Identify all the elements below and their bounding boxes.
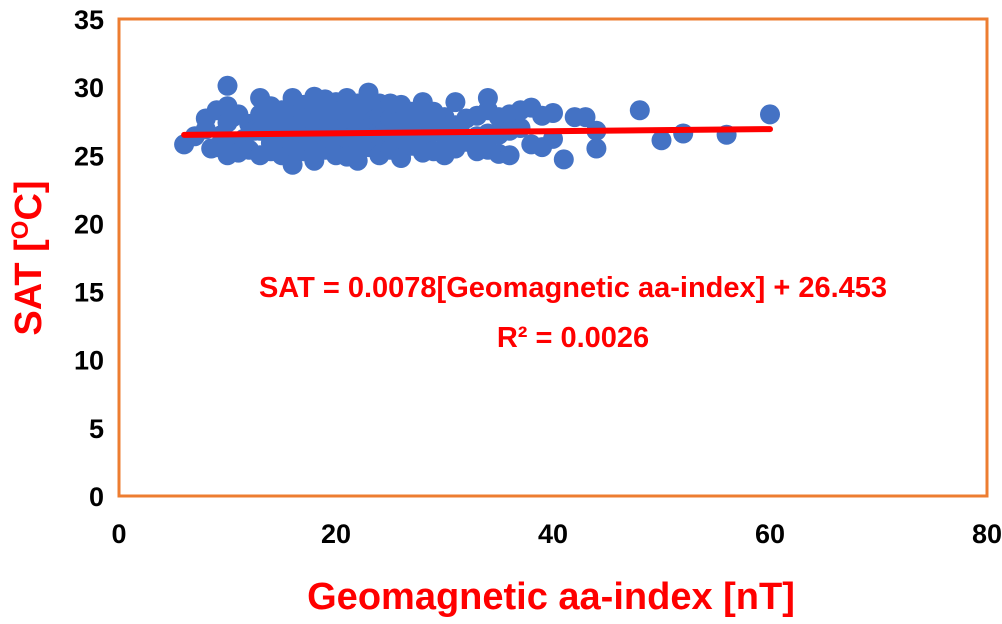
data-point	[553, 149, 574, 170]
trendline	[181, 126, 773, 138]
y-tick-label: 35	[74, 5, 104, 35]
x-tick-labels: 0 20 40 60 80	[111, 519, 1002, 549]
data-point	[510, 118, 531, 138]
equation-annotation: SAT = 0.0078[Geomagnetic aa-index] + 26.…	[259, 272, 887, 304]
y-tick-label: 20	[74, 209, 104, 239]
y-tick-label: 15	[74, 278, 104, 308]
y-tick-label: 5	[89, 414, 104, 444]
y-tick-label: 0	[89, 482, 104, 512]
data-point	[760, 104, 780, 125]
y-tick-label: 30	[74, 73, 104, 103]
y-tick-labels: 0 5 10 15 20 25 30 35	[74, 5, 104, 512]
data-point	[282, 154, 303, 175]
data-point	[651, 130, 672, 151]
y-axis-title-main: SAT [	[8, 239, 50, 336]
x-tick-label: 0	[111, 519, 126, 549]
data-point	[347, 150, 368, 171]
data-points	[174, 75, 780, 175]
data-point	[499, 145, 520, 166]
data-point	[586, 138, 607, 159]
x-tick-label: 60	[755, 519, 785, 549]
y-axis-title: SAT [OC]	[7, 180, 50, 335]
data-point	[575, 107, 596, 128]
y-tick-label: 10	[74, 346, 104, 376]
data-point	[445, 92, 466, 113]
data-point	[629, 100, 650, 121]
data-point	[673, 123, 694, 144]
plot-frame	[117, 17, 989, 498]
data-point	[543, 103, 563, 123]
y-axis-title-sup: O	[7, 221, 34, 240]
y-tick-label: 25	[74, 141, 104, 171]
x-tick-label: 80	[972, 519, 1002, 549]
x-tick-label: 40	[538, 519, 568, 549]
y-axis-title-unit: C]	[8, 180, 50, 220]
r-squared-annotation: R² = 0.0026	[497, 322, 649, 354]
data-point	[217, 75, 238, 96]
x-tick-label: 20	[321, 519, 351, 549]
x-axis-title: Geomagnetic aa-index [nT]	[307, 576, 795, 618]
